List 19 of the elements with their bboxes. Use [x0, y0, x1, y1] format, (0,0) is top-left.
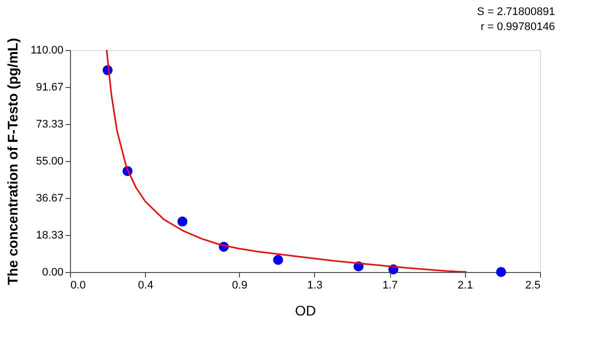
x-tick-label: 0.4	[138, 280, 154, 292]
text: r = 0.99780146	[480, 21, 555, 33]
y-tick-label: 18.33	[36, 230, 64, 242]
x-tick-label: 1.3	[307, 280, 323, 292]
x-tick-label: 0.0	[70, 280, 86, 292]
y-tick-label: 91.67	[36, 81, 64, 94]
x-tick-label: 2.1	[458, 280, 473, 292]
y-tick-label: 110.00	[30, 44, 64, 56]
y-tick-label: 0.00	[42, 266, 64, 278]
y-axis-title: The concentration of F-Testo (pg/mL)	[4, 38, 21, 286]
x-axis-title: OD	[295, 302, 316, 318]
y-tick-label: 36.67	[36, 192, 64, 204]
x-tick-label: 1.7	[382, 280, 398, 292]
y-tick-label: 55.00	[36, 156, 64, 168]
line-series	[106, 50, 468, 272]
text: S = 2.71800891	[477, 6, 555, 18]
x-tick-label: 0.9	[232, 280, 248, 292]
y-tick-label: 73.33	[36, 118, 64, 131]
x-tick-label: 2.5	[525, 280, 540, 292]
